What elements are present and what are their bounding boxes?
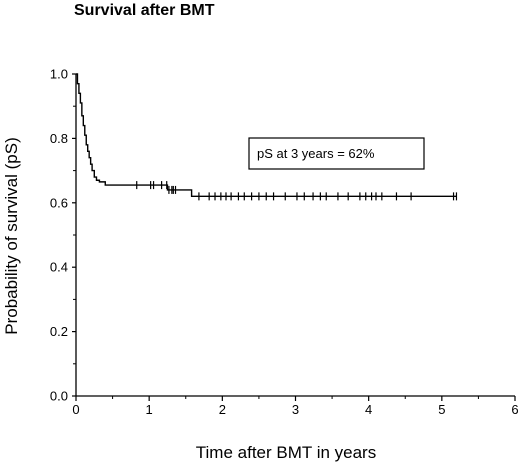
annotation-box: pS at 3 years = 62%: [248, 137, 425, 170]
y-axis-label: Probability of survival (pS): [2, 137, 21, 334]
survival-curve: [76, 73, 457, 198]
y-tick-label: 0.8: [50, 131, 68, 146]
chart-title: Survival after BMT: [74, 2, 215, 19]
x-tick-label: 4: [365, 402, 372, 417]
x-tick-label: 2: [219, 402, 226, 417]
axes: 0.0 0.2 0.4 0.6 0.8 1.0 0 1 2 3 4 5 6: [50, 67, 519, 418]
plot-area: [76, 73, 458, 201]
x-tick-label: 0: [72, 402, 79, 417]
x-tick-label: 6: [511, 402, 518, 417]
y-tick-label: 0.2: [50, 324, 68, 339]
annotation-text: pS at 3 years = 62%: [257, 146, 375, 161]
y-tick-label: 1.0: [50, 67, 68, 82]
annotation-frame: [248, 137, 425, 170]
y-tick-label: 0.4: [50, 260, 68, 275]
x-tick-label: 1: [146, 402, 153, 417]
y-tick-label: 0.6: [50, 195, 68, 210]
y-tick-label: 0.0: [50, 389, 68, 404]
x-tick-label: 5: [438, 402, 445, 417]
x-axis-label: Time after BMT in years: [196, 443, 376, 462]
x-tick-label: 3: [292, 402, 299, 417]
